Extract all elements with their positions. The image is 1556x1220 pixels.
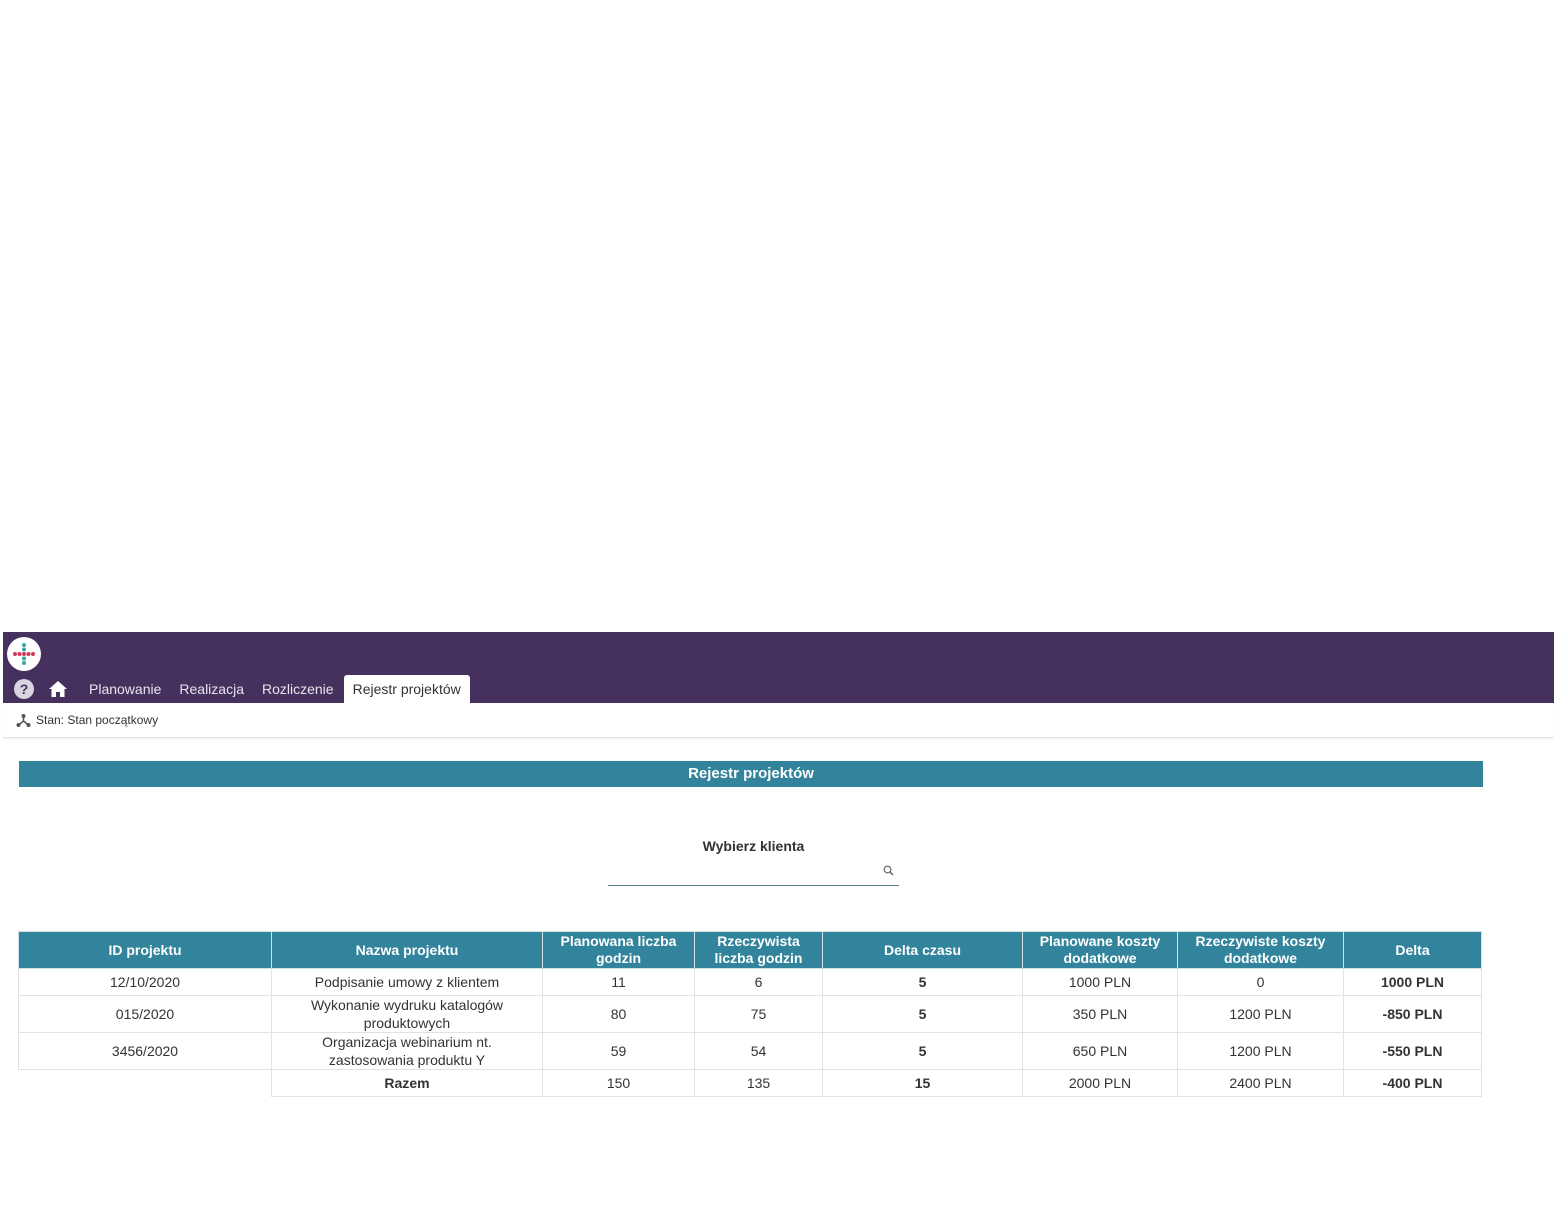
total-delta: -400 PLN xyxy=(1343,1069,1482,1097)
total-actual-hours: 135 xyxy=(694,1069,823,1097)
help-icon[interactable]: ? xyxy=(14,679,34,699)
cell-actual-hours: 6 xyxy=(694,968,823,996)
header-id[interactable]: ID projektu xyxy=(18,931,272,969)
cell-delta: -850 PLN xyxy=(1343,995,1482,1033)
cell-actual-costs: 0 xyxy=(1177,968,1344,996)
home-icon[interactable] xyxy=(48,679,68,699)
cell-actual-costs: 1200 PLN xyxy=(1177,1032,1344,1070)
header-actual-hours[interactable]: Rzeczywista liczba godzin xyxy=(694,931,823,969)
cell-planned-hours: 11 xyxy=(542,968,695,996)
main-nav: ? Planowanie Realizacja Rozliczenie Reje… xyxy=(3,674,470,703)
nav-tab-rozliczenie[interactable]: Rozliczenie xyxy=(261,681,334,697)
top-bar: ? Planowanie Realizacja Rozliczenie Reje… xyxy=(3,632,1554,703)
cell-planned-hours: 59 xyxy=(542,1032,695,1070)
cell-empty xyxy=(19,1070,272,1097)
header-planned-hours[interactable]: Planowana liczba godzin xyxy=(542,931,695,969)
status-bar: Stan: Stan początkowy xyxy=(3,703,1554,738)
app-logo-icon[interactable] xyxy=(7,637,41,671)
header-time-delta[interactable]: Delta czasu xyxy=(822,931,1023,969)
project-register-table: ID projektu Nazwa projektu Planowana lic… xyxy=(18,931,1482,1097)
client-search-input[interactable] xyxy=(608,856,876,882)
cell-name: Wykonanie wydruku katalogów produktowych xyxy=(271,995,543,1033)
total-planned-costs: 2000 PLN xyxy=(1022,1069,1178,1097)
header-planned-costs[interactable]: Planowane koszty dodatkowe xyxy=(1022,931,1178,969)
cell-id: 12/10/2020 xyxy=(18,968,272,996)
client-search-field[interactable] xyxy=(608,856,899,886)
cell-id: 015/2020 xyxy=(18,995,272,1033)
cell-delta: 1000 PLN xyxy=(1343,968,1482,996)
cell-planned-hours: 80 xyxy=(542,995,695,1033)
nav-tab-rejestr-projektow[interactable]: Rejestr projektów xyxy=(343,675,470,703)
cell-name: Podpisanie umowy z klientem xyxy=(271,968,543,996)
cell-actual-costs: 1200 PLN xyxy=(1177,995,1344,1033)
nav-tab-realizacja[interactable]: Realizacja xyxy=(179,681,244,697)
header-delta[interactable]: Delta xyxy=(1343,931,1482,969)
cell-delta: -550 PLN xyxy=(1343,1032,1482,1070)
total-planned-hours: 150 xyxy=(542,1069,695,1097)
nav-tab-planowanie[interactable]: Planowanie xyxy=(89,681,162,697)
total-time-delta: 15 xyxy=(822,1069,1023,1097)
table-total-row: Razem 150 135 15 2000 PLN 2400 PLN -400 … xyxy=(19,1069,1482,1097)
cell-id: 3456/2020 xyxy=(18,1032,272,1070)
cell-planned-costs: 1000 PLN xyxy=(1022,968,1178,996)
cell-planned-costs: 350 PLN xyxy=(1022,995,1178,1033)
table-row[interactable]: 015/2020 Wykonanie wydruku katalogów pro… xyxy=(18,995,1482,1033)
cell-time-delta: 5 xyxy=(822,1032,1023,1070)
cell-time-delta: 5 xyxy=(822,995,1023,1033)
total-label: Razem xyxy=(271,1069,543,1097)
total-actual-costs: 2400 PLN xyxy=(1177,1069,1344,1097)
status-text: Stan: Stan początkowy xyxy=(36,713,159,727)
app-window: ? Planowanie Realizacja Rozliczenie Reje… xyxy=(3,632,1554,738)
header-actual-costs[interactable]: Rzeczywiste koszty dodatkowe xyxy=(1177,931,1344,969)
client-select-label: Wybierz klienta xyxy=(702,838,805,854)
cell-time-delta: 5 xyxy=(822,968,1023,996)
table-row[interactable]: 12/10/2020 Podpisanie umowy z klientem 1… xyxy=(18,968,1482,996)
cell-actual-hours: 75 xyxy=(694,995,823,1033)
workflow-icon xyxy=(16,713,31,728)
section-title: Rejestr projektów xyxy=(19,761,1483,787)
cell-planned-costs: 650 PLN xyxy=(1022,1032,1178,1070)
search-icon[interactable] xyxy=(883,863,894,881)
table-header-row: ID projektu Nazwa projektu Planowana lic… xyxy=(18,931,1482,969)
header-name[interactable]: Nazwa projektu xyxy=(271,931,543,969)
table-row[interactable]: 3456/2020 Organizacja webinarium nt. zas… xyxy=(18,1032,1482,1070)
cell-name: Organizacja webinarium nt. zastosowania … xyxy=(271,1032,543,1070)
cell-actual-hours: 54 xyxy=(694,1032,823,1070)
